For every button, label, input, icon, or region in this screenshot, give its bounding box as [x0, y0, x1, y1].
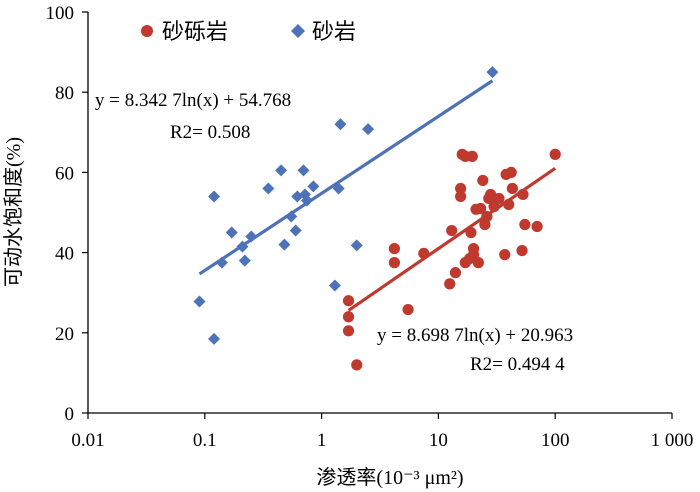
data-point-sandstone — [301, 194, 314, 207]
y-tick-label: 0 — [65, 404, 75, 425]
data-point-conglomerate — [342, 295, 355, 307]
legend-marker-sandstone — [291, 24, 305, 38]
data-point-conglomerate — [499, 249, 511, 261]
data-point-conglomerate — [503, 198, 515, 211]
data-point-conglomerate — [351, 359, 363, 371]
data-point-sandstone — [208, 332, 221, 345]
data-point-conglomerate — [516, 244, 528, 257]
x-tick-label: 100 — [541, 430, 570, 451]
legend-marker-conglomerate — [141, 25, 153, 37]
data-point-sandstone — [334, 118, 347, 131]
fit-equation-conglomerate: y = 8.698 7ln(x) + 20.963 — [377, 325, 573, 346]
legend: 砂砾岩 砂岩 — [141, 19, 356, 44]
annotation-sandstone: y = 8.342 7ln(x) + 54.768 R2= 0.508 — [95, 90, 291, 143]
data-point-conglomerate — [455, 190, 467, 203]
data-point-sandstone — [236, 240, 249, 253]
fit-r2-sandstone: R2= 0.508 — [170, 122, 250, 143]
data-point-conglomerate — [519, 218, 531, 231]
x-tick-label: 1 000 — [651, 430, 694, 451]
data-point-sandstone — [225, 226, 238, 239]
data-point-conglomerate — [472, 257, 484, 269]
data-point-conglomerate — [388, 257, 400, 269]
data-point-sandstone — [208, 190, 221, 203]
data-point-sandstone — [245, 230, 258, 243]
data-point-conglomerate — [488, 200, 500, 213]
fit-r2-conglomerate: R2= 0.494 4 — [470, 354, 565, 375]
data-point-conglomerate — [342, 311, 355, 323]
data-point-conglomerate — [466, 150, 478, 162]
x-tick-label: 0.1 — [193, 430, 217, 451]
data-point-conglomerate — [449, 267, 462, 279]
x-tick-label: 1 — [317, 430, 327, 451]
data-point-sandstone — [332, 182, 345, 195]
data-point-conglomerate — [477, 174, 489, 187]
data-point-sandstone — [289, 224, 302, 237]
data-point-conglomerate — [444, 278, 456, 290]
x-tick-label: 10 — [429, 430, 448, 451]
data-point-conglomerate — [481, 210, 493, 223]
legend-label-conglomerate: 砂砾岩 — [162, 19, 228, 44]
data-point-sandstone — [362, 123, 375, 136]
data-point-sandstone — [307, 180, 320, 193]
y-tick-label: 60 — [55, 163, 74, 184]
data-point-conglomerate — [455, 182, 467, 195]
data-point-conglomerate — [485, 188, 497, 201]
y-tick-label: 20 — [55, 324, 74, 345]
axes — [87, 12, 672, 414]
data-point-sandstone — [193, 295, 206, 308]
fit-equation-sandstone: y = 8.342 7ln(x) + 54.768 — [95, 90, 291, 111]
data-point-sandstone — [278, 238, 291, 251]
trend-line-sandstone — [198, 79, 494, 276]
data-point-sandstone — [238, 254, 251, 267]
data-point-conglomerate — [446, 224, 458, 237]
annotation-conglomerate: y = 8.698 7ln(x) + 20.963 R2= 0.494 4 — [377, 325, 573, 375]
y-axis-title: 可动水饱和度(%) — [2, 137, 25, 287]
data-point-sandstone — [328, 279, 341, 292]
legend-label-sandstone: 砂岩 — [312, 19, 356, 44]
data-point-conglomerate — [549, 148, 561, 160]
data-point-sandstone — [215, 256, 228, 269]
data-point-conglomerate — [465, 226, 477, 239]
ticks: 0.01 0.1 1 10 100 1 000 0 20 40 60 80 100 — [46, 3, 694, 451]
data-point-sandstone — [285, 210, 298, 223]
data-point-sandstone — [275, 164, 288, 177]
data-point-conglomerate — [505, 166, 517, 178]
data-point-conglomerate — [402, 303, 414, 316]
data-point-sandstone — [297, 164, 310, 177]
y-tick-label: 80 — [55, 83, 74, 104]
data-point-conglomerate — [342, 325, 355, 337]
data-point-sandstone — [486, 66, 499, 79]
data-point-conglomerate — [388, 242, 400, 255]
data-point-sandstone — [262, 182, 275, 195]
data-point-conglomerate — [506, 182, 518, 195]
x-axis-title: 渗透率(10⁻³ μm²) — [316, 466, 463, 489]
data-point-conglomerate — [493, 192, 505, 205]
data-point-conglomerate — [418, 247, 430, 260]
data-point-sandstone — [350, 239, 363, 252]
x-tick-label: 0.01 — [71, 430, 104, 451]
data-points — [193, 66, 561, 371]
data-point-conglomerate — [531, 220, 543, 233]
data-point-conglomerate — [517, 188, 529, 201]
y-tick-label: 100 — [46, 3, 75, 24]
data-point-conglomerate — [467, 249, 480, 261]
y-tick-label: 40 — [55, 244, 74, 265]
data-point-conglomerate — [475, 202, 487, 215]
